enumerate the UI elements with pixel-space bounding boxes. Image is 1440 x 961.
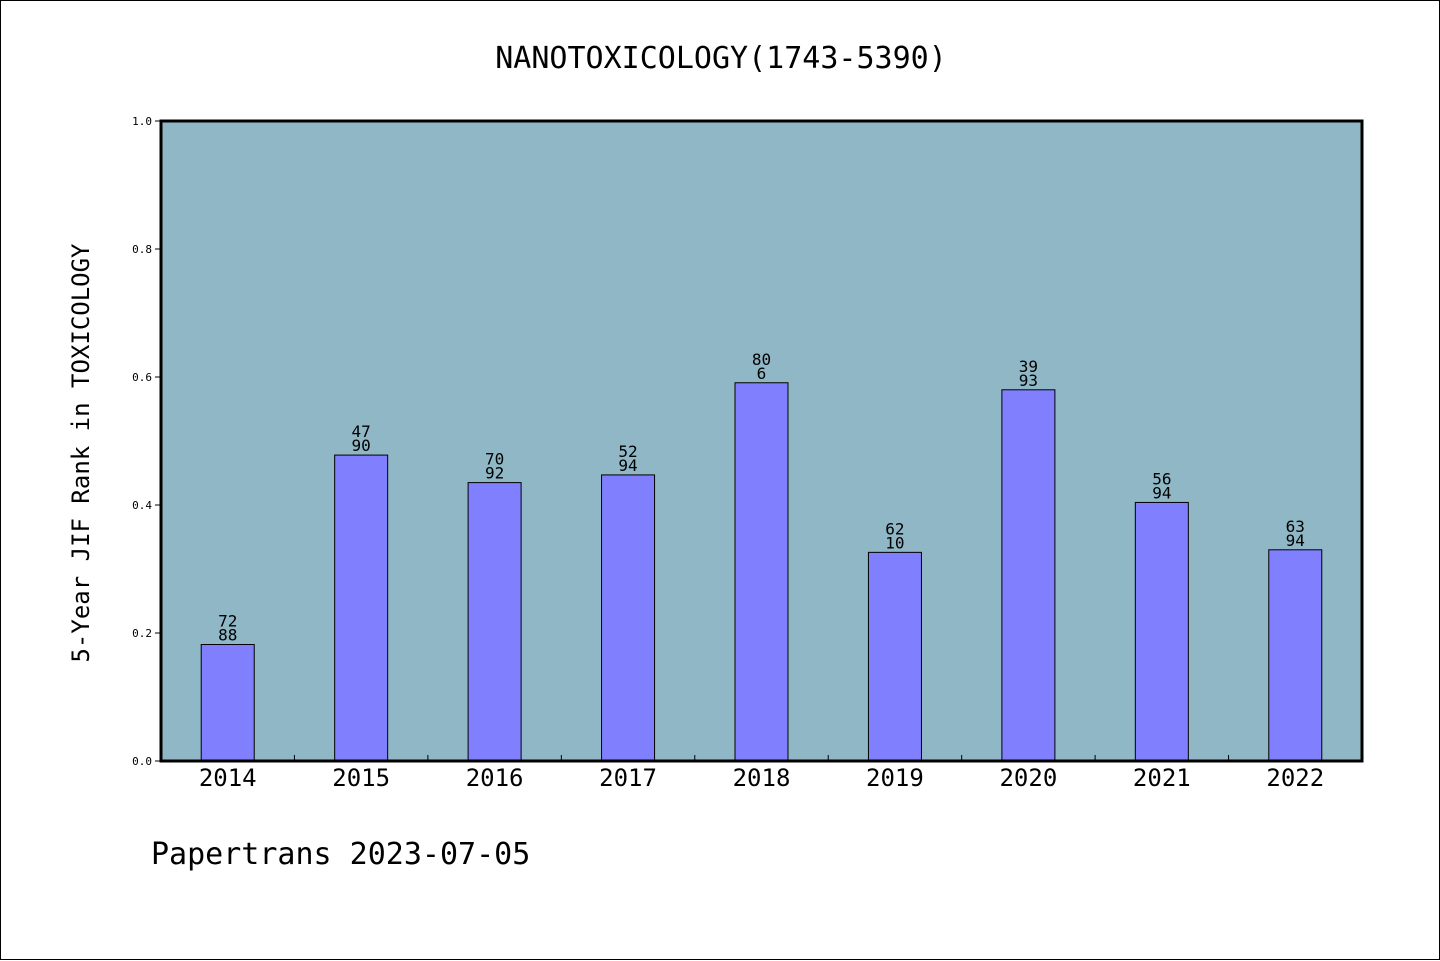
bar-2021 (1134, 501, 1189, 762)
x-axis: 2014 2015 2016 2017 2018 2019 2020 2021 2022 (199, 755, 1324, 792)
bar-label-2019-1: 62 (885, 519, 904, 538)
x-tick-label-2017: 2017 (599, 764, 657, 792)
x-tick-label-2014: 2014 (199, 764, 257, 792)
x-tick-label-2021: 2021 (1133, 764, 1191, 792)
y-tick-label-0.6: 0.6 (132, 371, 152, 384)
bar-label-2017-1: 52 (618, 442, 637, 461)
bar-2016 (467, 482, 522, 762)
bar-label-2014-2: 88 (218, 626, 237, 645)
bar-label-2018-2: 6 (757, 364, 767, 383)
x-tick-label-2018: 2018 (733, 764, 791, 792)
x-tick-label-2015: 2015 (332, 764, 390, 792)
bar-label-2015-1: 47 (352, 422, 371, 441)
bar-label-2022-2: 94 (1286, 531, 1305, 550)
x-tick-label-2016: 2016 (466, 764, 524, 792)
x-tick-label-2019: 2019 (866, 764, 924, 792)
plot-frame (159, 119, 1364, 763)
x-tick-label-2020: 2020 (999, 764, 1057, 792)
bar-label-2015-2: 90 (352, 436, 371, 455)
y-tick-label-0.0: 0.0 (132, 755, 152, 768)
y-tick-label-0.2: 0.2 (132, 627, 152, 640)
bars-group (200, 382, 1323, 762)
footer-credit: Papertrans 2023-07-05 (151, 837, 530, 872)
y-tick-label-0.8: 0.8 (132, 243, 152, 256)
bar-label-2014-1: 72 (218, 612, 237, 631)
bar-2020 (1001, 389, 1056, 762)
bar-label-2016-1: 70 (485, 450, 504, 469)
bar-label-2020-2: 93 (1019, 371, 1038, 390)
bar-label-2017-2: 94 (618, 456, 637, 475)
bar-2018 (734, 382, 789, 762)
y-tick-label-1.0: 1.0 (132, 115, 152, 128)
bar-label-2022-1: 63 (1286, 517, 1305, 536)
y-tick-label-0.4: 0.4 (132, 499, 152, 512)
bar-2015 (334, 454, 389, 762)
bar-2014 (200, 644, 255, 762)
bar-label-2021-1: 56 (1152, 469, 1171, 488)
y-axis-label: 5-Year JIF Rank in TOXICOLOGY (67, 243, 95, 663)
bar-label-2020-1: 39 (1019, 357, 1038, 376)
x-tick-label-2022: 2022 (1266, 764, 1324, 792)
bar-label-2018-1: 80 (752, 350, 771, 369)
chart-title: NANOTOXICOLOGY(1743-5390) (495, 41, 947, 76)
bar-label-2016-2: 92 (485, 464, 504, 483)
y-axis: 0.0 0.2 0.4 0.6 0.8 1.0 (132, 115, 161, 768)
bar-2019 (867, 551, 922, 762)
bar-label-2019-2: 10 (885, 533, 904, 552)
bar-2022 (1268, 549, 1323, 762)
bar-label-2021-2: 94 (1152, 483, 1171, 502)
bar-2017 (601, 474, 656, 762)
